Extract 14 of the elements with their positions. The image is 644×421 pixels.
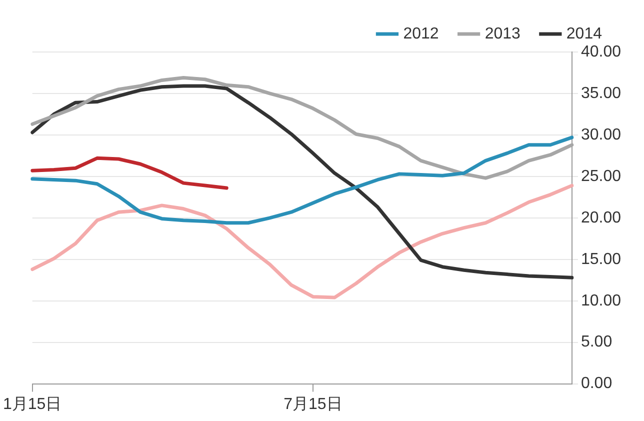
x-tick-label: 1月15日 (2, 396, 62, 413)
y-tick-label: 30.00 (580, 126, 622, 144)
x-tick-label: 7月15日 (284, 396, 342, 413)
y-tick-label: 5.00 (580, 334, 612, 351)
legend-label: 2014 (566, 25, 602, 42)
y-tick-label: 35.00 (580, 84, 622, 102)
legend-label: 2013 (484, 25, 521, 42)
y-tick-label: 15.00 (580, 250, 622, 268)
y-tick-label: 20.00 (580, 209, 622, 226)
y-tick-label: 10.00 (580, 292, 622, 310)
y-tick-label: 0.00 (580, 375, 612, 392)
y-tick-label: 40.00 (580, 43, 622, 60)
legend-label: 2012 (403, 25, 439, 42)
y-tick-label: 25.00 (580, 168, 622, 185)
